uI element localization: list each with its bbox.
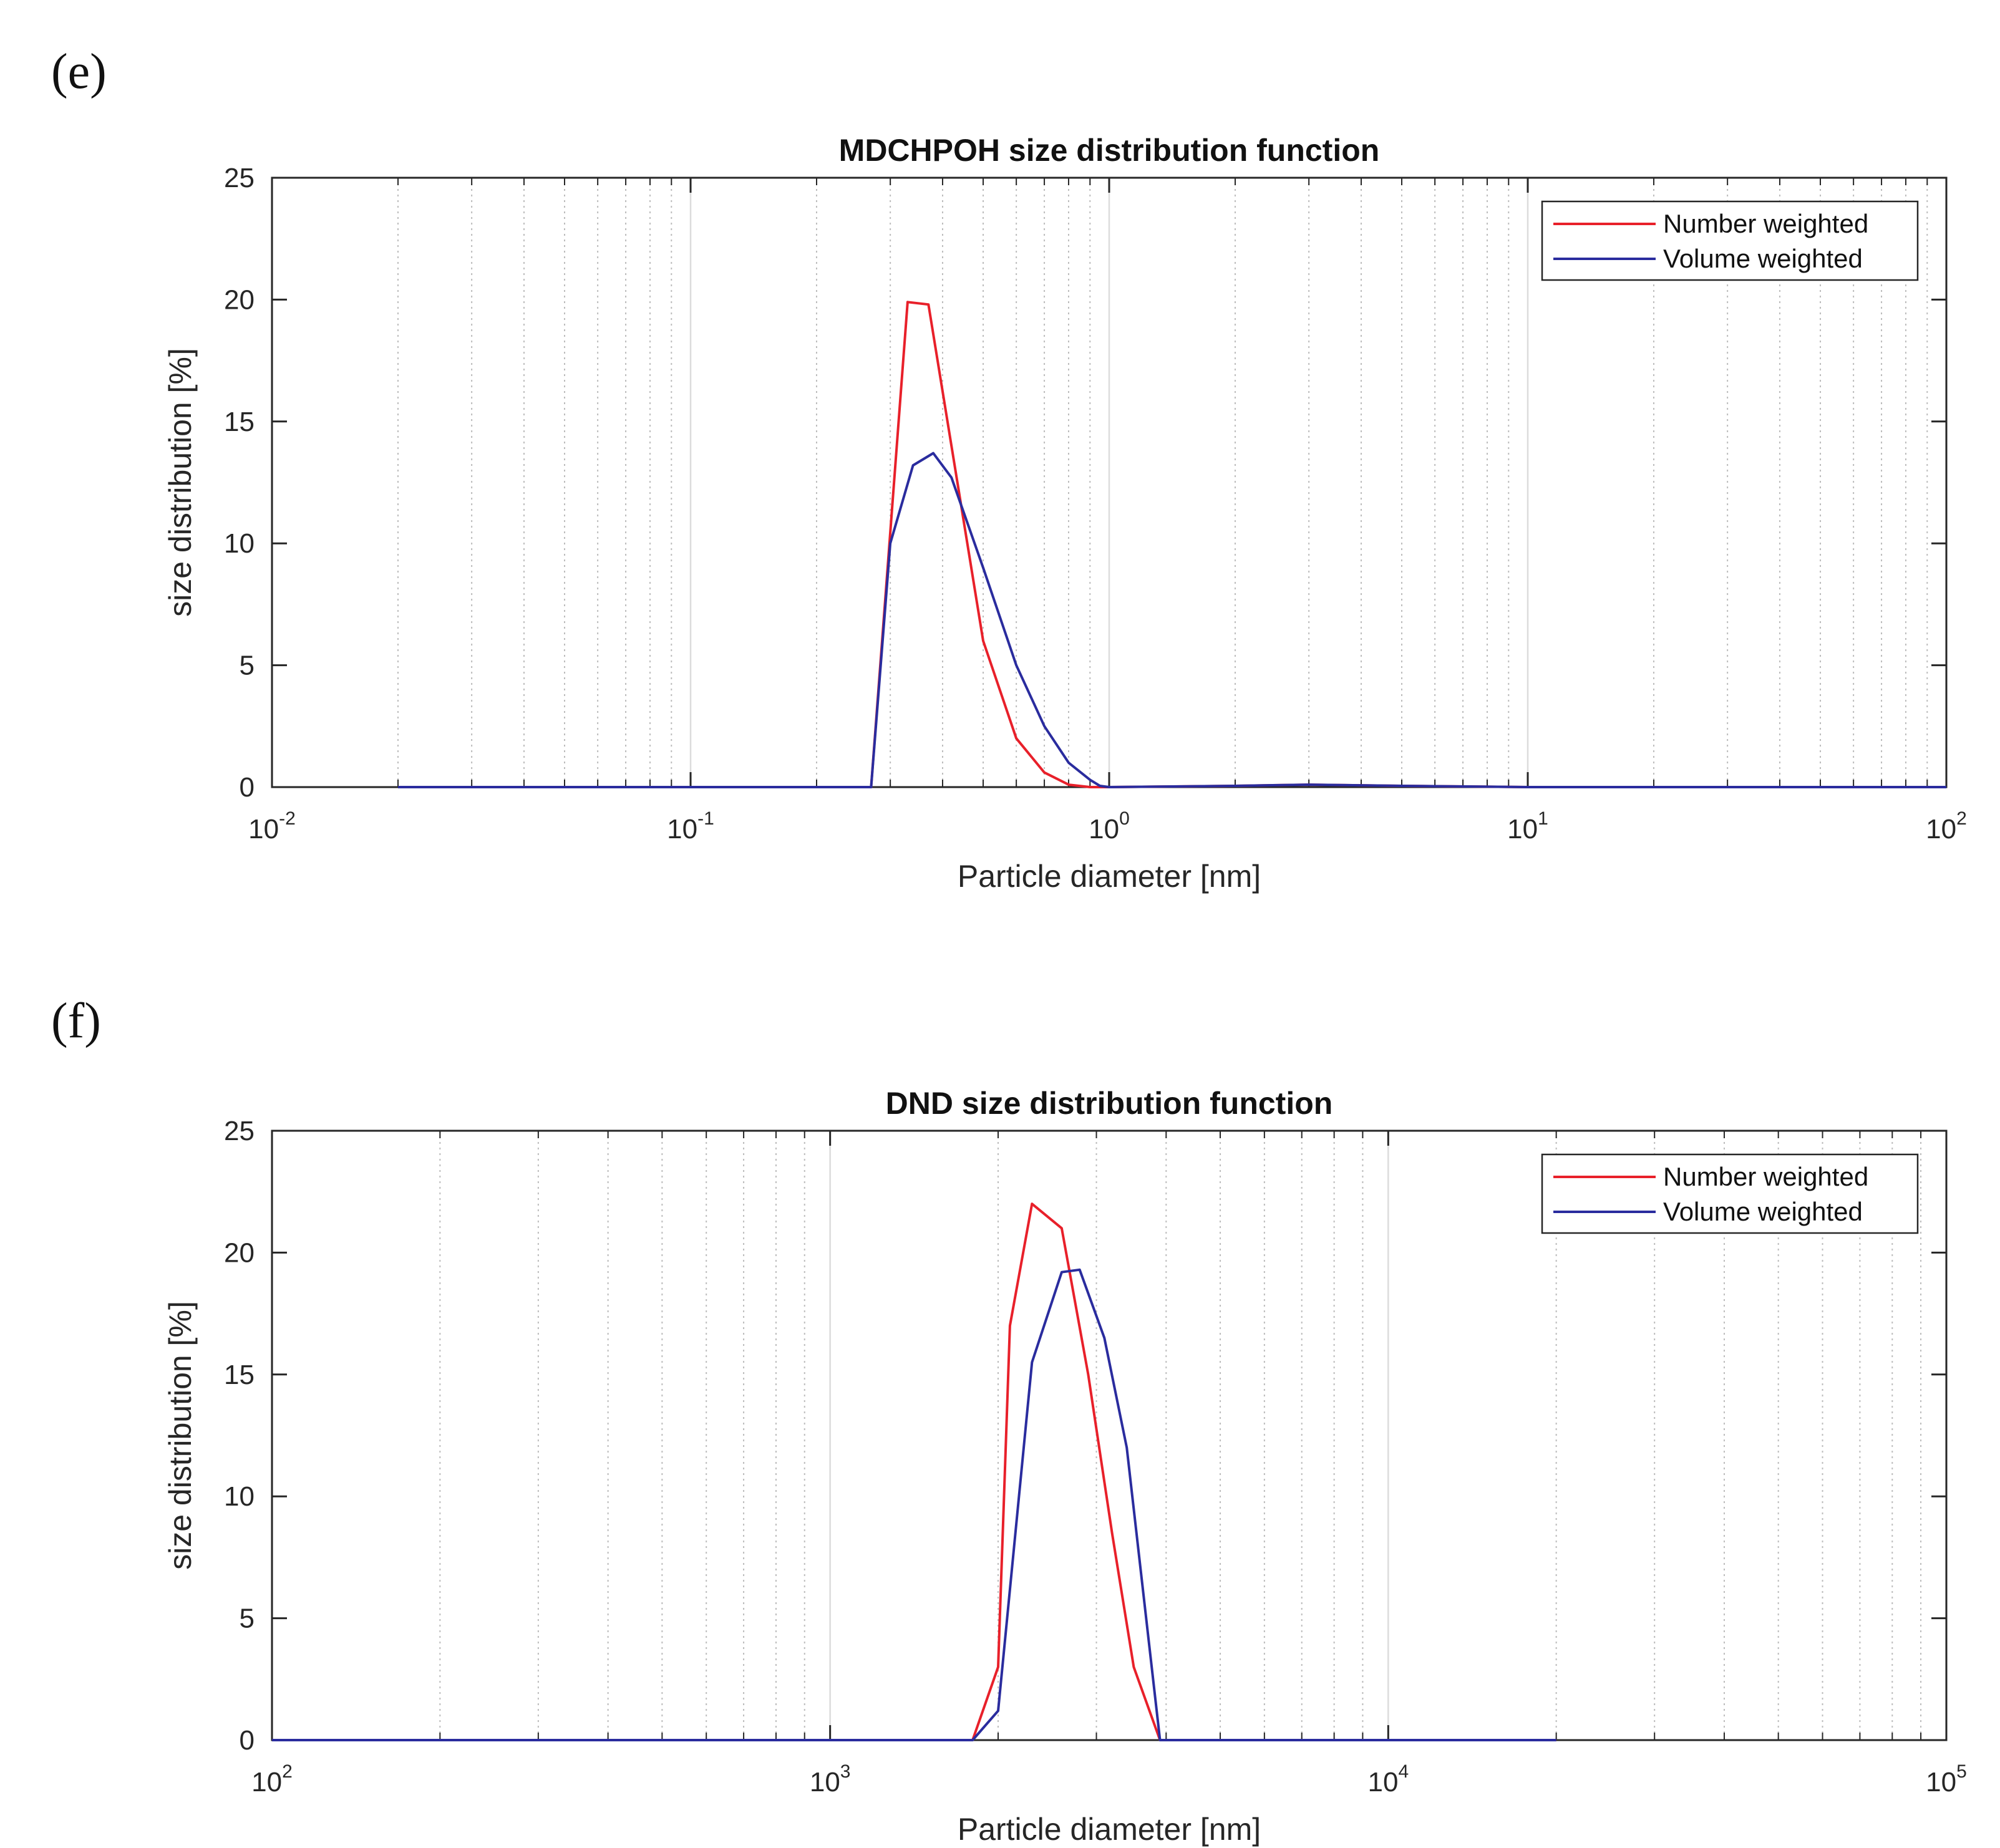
y-tick-label: 10 (224, 528, 255, 559)
y-tick-label: 20 (224, 1237, 255, 1268)
chart-title: MDCHPOH size distribution function (839, 133, 1380, 168)
x-tick-label: 102 (251, 1761, 293, 1797)
x-tick-label: 101 (1507, 808, 1548, 844)
x-tick-label: 105 (1926, 1761, 1967, 1797)
y-tick-label: 15 (224, 407, 255, 437)
x-axis-label: Particle diameter [nm] (958, 1812, 1261, 1847)
y-tick-label: 25 (224, 163, 255, 193)
chart-mdchpoh-size-distribution: 0 5 10 15 20 25 10-2 10-1 100 101 102 MDCHPOH size … (163, 133, 1967, 894)
x-axis-label: Particle diameter [nm] (958, 859, 1261, 894)
panel-label-f: (f) (51, 994, 101, 1048)
y-tick-label: 25 (224, 1116, 255, 1146)
x-tick-label: 102 (1926, 808, 1967, 844)
legend-box (1541, 200, 1919, 281)
x-tick-label: 10-1 (667, 808, 714, 844)
legend-label: Volume weighted (1663, 1197, 1863, 1226)
y-axis-label: size distribution [%] (163, 1301, 198, 1570)
axes-box (271, 1130, 1948, 1741)
legend-label: Volume weighted (1663, 244, 1863, 273)
legend-label: Number weighted (1663, 1162, 1868, 1191)
x-tick-label: 100 (1089, 808, 1130, 844)
x-tick-label: 103 (810, 1761, 851, 1797)
legend-label: Number weighted (1663, 209, 1868, 238)
x-tick-label: 104 (1368, 1761, 1409, 1797)
y-tick-label: 0 (240, 772, 255, 803)
chart-title: DND size distribution function (886, 1086, 1333, 1121)
panel-label-e: (e) (51, 44, 107, 99)
series-line-volume-weighted (272, 1268, 1556, 1741)
y-tick-label: 20 (224, 284, 255, 315)
series-line-volume-weighted (398, 452, 1946, 788)
y-tick-label: 15 (224, 1360, 255, 1390)
y-axis-label: size distribution [%] (163, 348, 198, 617)
legend-box (1541, 1153, 1919, 1234)
y-tick-label: 5 (240, 651, 255, 681)
x-tick-label: 10-2 (248, 808, 296, 844)
series-line-number-weighted (272, 1202, 1556, 1741)
y-tick-label: 10 (224, 1481, 255, 1512)
y-tick-label: 5 (240, 1604, 255, 1634)
y-tick-label: 0 (240, 1725, 255, 1756)
